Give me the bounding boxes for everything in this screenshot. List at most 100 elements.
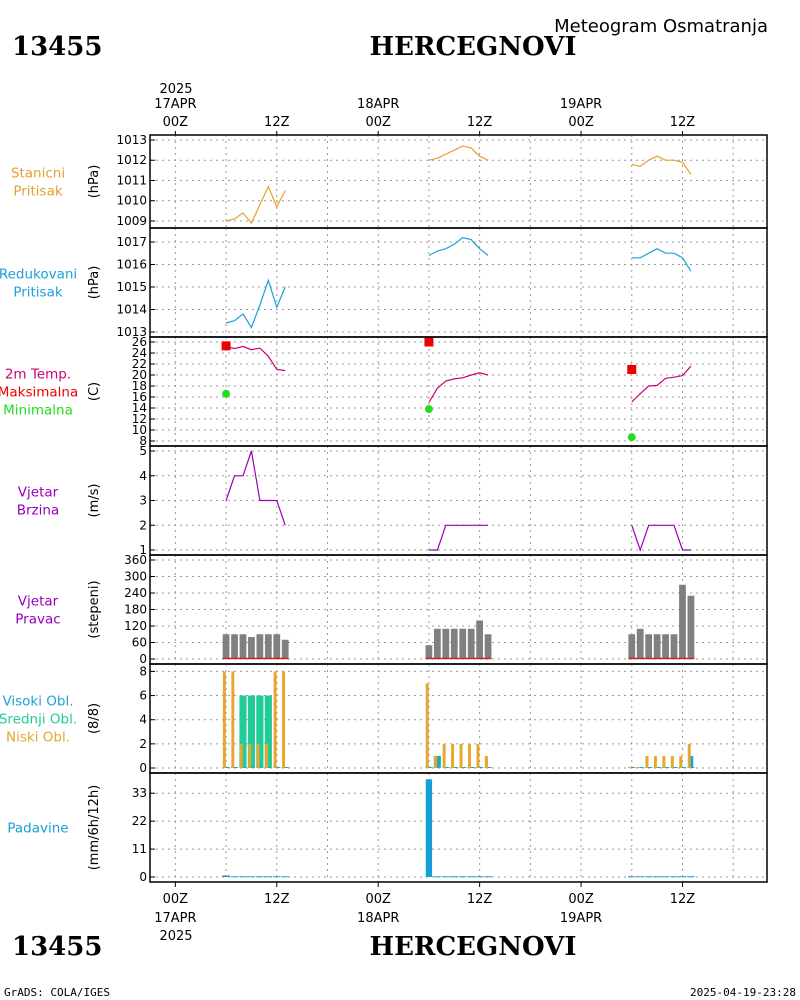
precipitation-bar: [467, 876, 475, 878]
y-tick-label: 1012: [116, 153, 147, 167]
wind-direction-bar: [670, 634, 678, 659]
low-cloud-bar: [637, 767, 641, 768]
panel-cloud_cover: 0 2 4 6 8 Visoki Obl. Srednji Obl. Niski Obl. (8…: [0, 663, 768, 775]
precipitation-bar: [670, 876, 678, 878]
panel-side-label: Redukovani: [0, 267, 77, 283]
top-date-label: 18APR: [357, 97, 399, 112]
panel-frame: [149, 772, 768, 883]
panel-frame: [149, 227, 768, 338]
wind-direction-bar: [239, 634, 247, 659]
footer-station-id: 13455: [12, 932, 102, 962]
y-tick-label: 10: [132, 423, 147, 437]
panel-side-label: Vjetar: [18, 485, 59, 501]
wind-direction-bar: [679, 584, 686, 659]
precipitation-bar: [442, 876, 450, 878]
series-line: [631, 248, 692, 272]
bottom-hour-label: 00Z: [365, 892, 391, 907]
y-tick-label: 16: [132, 390, 147, 404]
panel-side-label: Brzina: [17, 503, 59, 519]
low-cloud-bar: [662, 755, 666, 768]
y-tick-label: 1014: [116, 303, 147, 317]
y-tick-label: 8: [139, 434, 147, 448]
y-axis-unit-label: (stepeni): [87, 580, 102, 638]
low-cloud-bar: [425, 683, 429, 768]
precipitation-bar: [425, 779, 433, 877]
panel-wind_speed: 1 2 3 4 5 Vjetar Brzina (m/s): [17, 444, 768, 557]
wind-direction-bar: [687, 595, 695, 659]
y-axis-unit-label: (hPa): [87, 266, 102, 300]
panel-side-label: Niski Obl.: [6, 730, 70, 746]
y-tick-label: 14: [132, 401, 147, 415]
min-temp-marker: [627, 433, 636, 442]
high-cloud-bar: [267, 767, 271, 768]
y-tick-label: 0: [139, 652, 147, 666]
top-hour-label: 00Z: [568, 115, 594, 130]
low-cloud-bar: [679, 755, 683, 768]
high-cloud-bar: [673, 767, 677, 768]
wind-direction-bar: [273, 634, 281, 659]
high-cloud-bar: [656, 767, 660, 768]
y-tick-label: 0: [139, 761, 147, 775]
low-cloud-bar: [222, 671, 226, 768]
panel-station_pressure: 1009 1010 1011 1012 1013 Stanicni Pritisak (hPa…: [11, 133, 768, 229]
low-cloud-bar: [282, 671, 286, 768]
bottom-hour-label: 00Z: [568, 892, 594, 907]
precipitation-bar: [281, 876, 290, 878]
wind-direction-bar: [425, 645, 433, 659]
high-cloud-bar: [462, 767, 466, 768]
footer-station-name: HERCEGNOVI: [370, 932, 577, 962]
low-cloud-bar: [645, 755, 649, 768]
panel-side-label: Padavine: [7, 821, 68, 837]
bottom-year-label: 2025: [159, 929, 192, 944]
panel-wind_direction: 0 60 120 180 240 300 360 Vjetar Pravac (stepeni): [15, 553, 768, 666]
top-hour-label: 00Z: [163, 115, 189, 130]
panel-side-label: Srednji Obl.: [0, 712, 77, 728]
high-cloud-bar: [284, 767, 288, 768]
low-cloud-bar: [468, 743, 471, 768]
precipitation-bar: [653, 876, 661, 878]
series-line: [225, 345, 286, 372]
y-tick-label: 180: [124, 603, 147, 617]
top-hour-label: 12Z: [467, 115, 493, 130]
header-title: Meteogram Osmatranja: [554, 16, 768, 37]
precipitation-bar: [256, 876, 264, 878]
panel-side-label: Pritisak: [13, 184, 63, 200]
y-tick-label: 1017: [116, 235, 147, 249]
high-cloud-bar: [250, 767, 254, 768]
top-date-label: 17APR: [154, 97, 196, 112]
panel-side-label: Stanicni: [11, 166, 65, 182]
low-cloud-bar: [231, 671, 235, 768]
wind-direction-bar: [467, 628, 475, 659]
precipitation-bar: [230, 876, 239, 878]
y-tick-label: 3: [139, 494, 147, 508]
precipitation-bar: [484, 876, 492, 878]
y-tick-label: 6: [139, 689, 147, 703]
y-tick-label: 1: [139, 543, 147, 557]
y-axis-unit-label: (mm/6h/12h): [87, 785, 102, 871]
high-cloud-bar: [259, 767, 263, 768]
high-cloud-bar: [690, 755, 694, 768]
wind-direction-bar: [433, 628, 441, 659]
wind-direction-bar: [281, 639, 289, 659]
y-tick-label: 4: [139, 469, 147, 483]
y-tick-label: 11: [132, 842, 147, 856]
y-tick-label: 20: [132, 368, 147, 382]
panel-side-label: Visoki Obl.: [2, 694, 73, 710]
panel-precipitation: 0 11 22 33 Padavine (mm/6h/12h): [7, 772, 768, 884]
y-tick-label: 1010: [116, 194, 147, 208]
high-cloud-bar: [478, 767, 482, 768]
series-line: [428, 524, 489, 551]
min-temp-marker: [222, 389, 231, 398]
series-line: [428, 145, 489, 161]
y-tick-label: 12: [132, 412, 147, 426]
wind-direction-bar: [662, 634, 669, 659]
bottom-date-label: 18APR: [357, 911, 399, 926]
high-cloud-bar: [470, 767, 474, 768]
min-temp-marker: [424, 405, 433, 414]
high-cloud-bar: [648, 767, 651, 768]
wind-direction-bar: [222, 634, 230, 659]
low-cloud-bar: [484, 755, 488, 768]
